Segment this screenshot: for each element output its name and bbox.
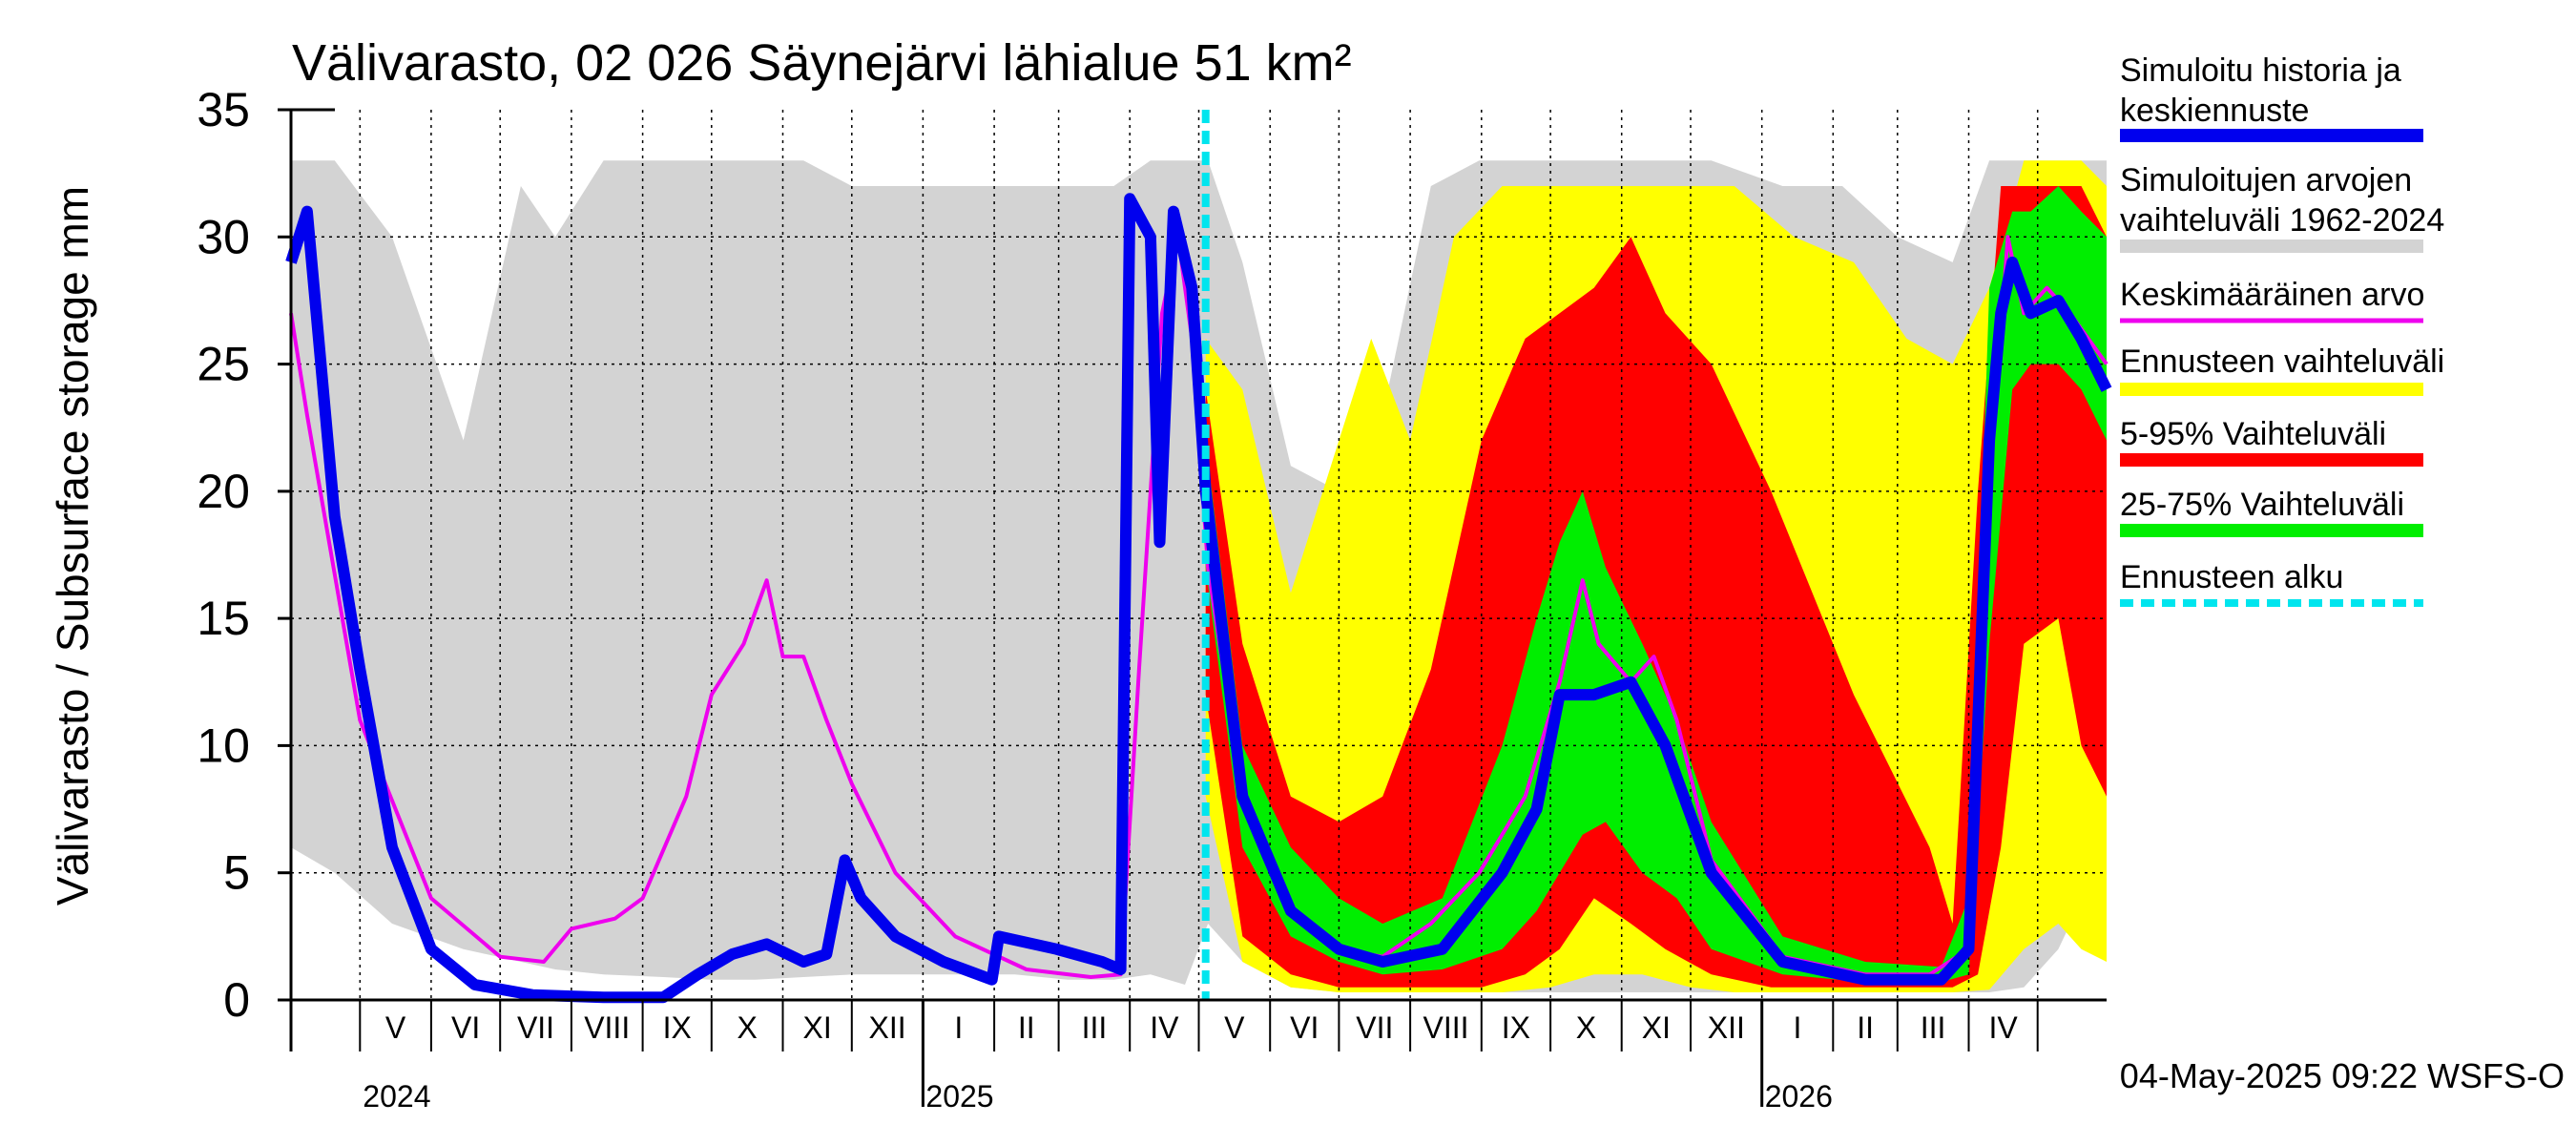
- year-label: 2026: [1765, 1079, 1833, 1114]
- month-label: XII: [1708, 1010, 1745, 1045]
- year-label: 2025: [925, 1079, 993, 1114]
- y-tick-label: 15: [197, 592, 250, 645]
- month-label: V: [385, 1010, 406, 1045]
- legend-label-history: Simuloitu historia ja keskiennuste: [2120, 52, 2401, 129]
- month-label: VI: [1290, 1010, 1319, 1045]
- month-label: XI: [1642, 1010, 1671, 1045]
- month-label: I: [1794, 1010, 1802, 1045]
- month-label: V: [1224, 1010, 1245, 1045]
- grid-layer: [291, 110, 2107, 1000]
- y-axis-label: Välivarasto / Subsurface storage mm: [48, 186, 97, 906]
- series-line-layer: [285, 110, 2112, 1004]
- month-label: IV: [1150, 1010, 1179, 1045]
- month-label: III: [1082, 1010, 1108, 1045]
- y-tick-label: 20: [197, 465, 250, 518]
- history-line: [285, 193, 1212, 1004]
- legend-label-fc_range: Ennusteen vaihteluväli: [2120, 344, 2444, 380]
- month-label: I: [954, 1010, 963, 1045]
- month-label: VIII: [584, 1010, 630, 1045]
- y-tick-label: 5: [223, 846, 250, 900]
- legend-label-p25_75: 25-75% Vaihteluväli: [2120, 487, 2404, 523]
- month-label: IX: [1502, 1010, 1530, 1045]
- y-tick-label: 10: [197, 718, 250, 772]
- month-label: XII: [869, 1010, 906, 1045]
- month-label: X: [1576, 1010, 1596, 1045]
- month-label: III: [1921, 1010, 1946, 1045]
- timestamp: 04-May-2025 09:22 WSFS-O: [2120, 1056, 2565, 1095]
- month-label: II: [1857, 1010, 1874, 1045]
- month-label: IX: [663, 1010, 692, 1045]
- month-label: VIII: [1423, 1010, 1468, 1045]
- month-label: VII: [1356, 1010, 1393, 1045]
- legend-label-fc_start: Ennusteen alku: [2120, 559, 2343, 595]
- month-label: XI: [802, 1010, 831, 1045]
- chart-title: Välivarasto, 02 026 Säynejärvi lähialue …: [292, 34, 1352, 92]
- y-tick-label: 35: [197, 83, 250, 136]
- month-label: VII: [517, 1010, 554, 1045]
- year-label: 2024: [363, 1079, 430, 1114]
- axes-layer: [278, 108, 2107, 1107]
- legend: Simuloitu historia ja keskiennuste Simuloi…: [2120, 52, 2444, 607]
- legend-label-mean: Keskimääräinen arvo: [2120, 277, 2424, 313]
- p5-95-band: [1205, 186, 2107, 988]
- legend-label-p5_95: 5-95% Vaihteluväli: [2120, 416, 2386, 452]
- month-label: X: [737, 1010, 758, 1045]
- forecast-median-line: [1199, 256, 2112, 986]
- y-tick-label: 30: [197, 210, 250, 263]
- month-label: VI: [451, 1010, 480, 1045]
- y-tick-label: 0: [223, 973, 250, 1027]
- month-label: IV: [1988, 1010, 2018, 1045]
- y-tick-label: 25: [197, 338, 250, 391]
- legend-label-range: Simuloitujen arvojen vaihteluväli 1962-20…: [2120, 162, 2444, 239]
- month-label: II: [1018, 1010, 1035, 1045]
- forecast-band-layer: [1205, 160, 2107, 993]
